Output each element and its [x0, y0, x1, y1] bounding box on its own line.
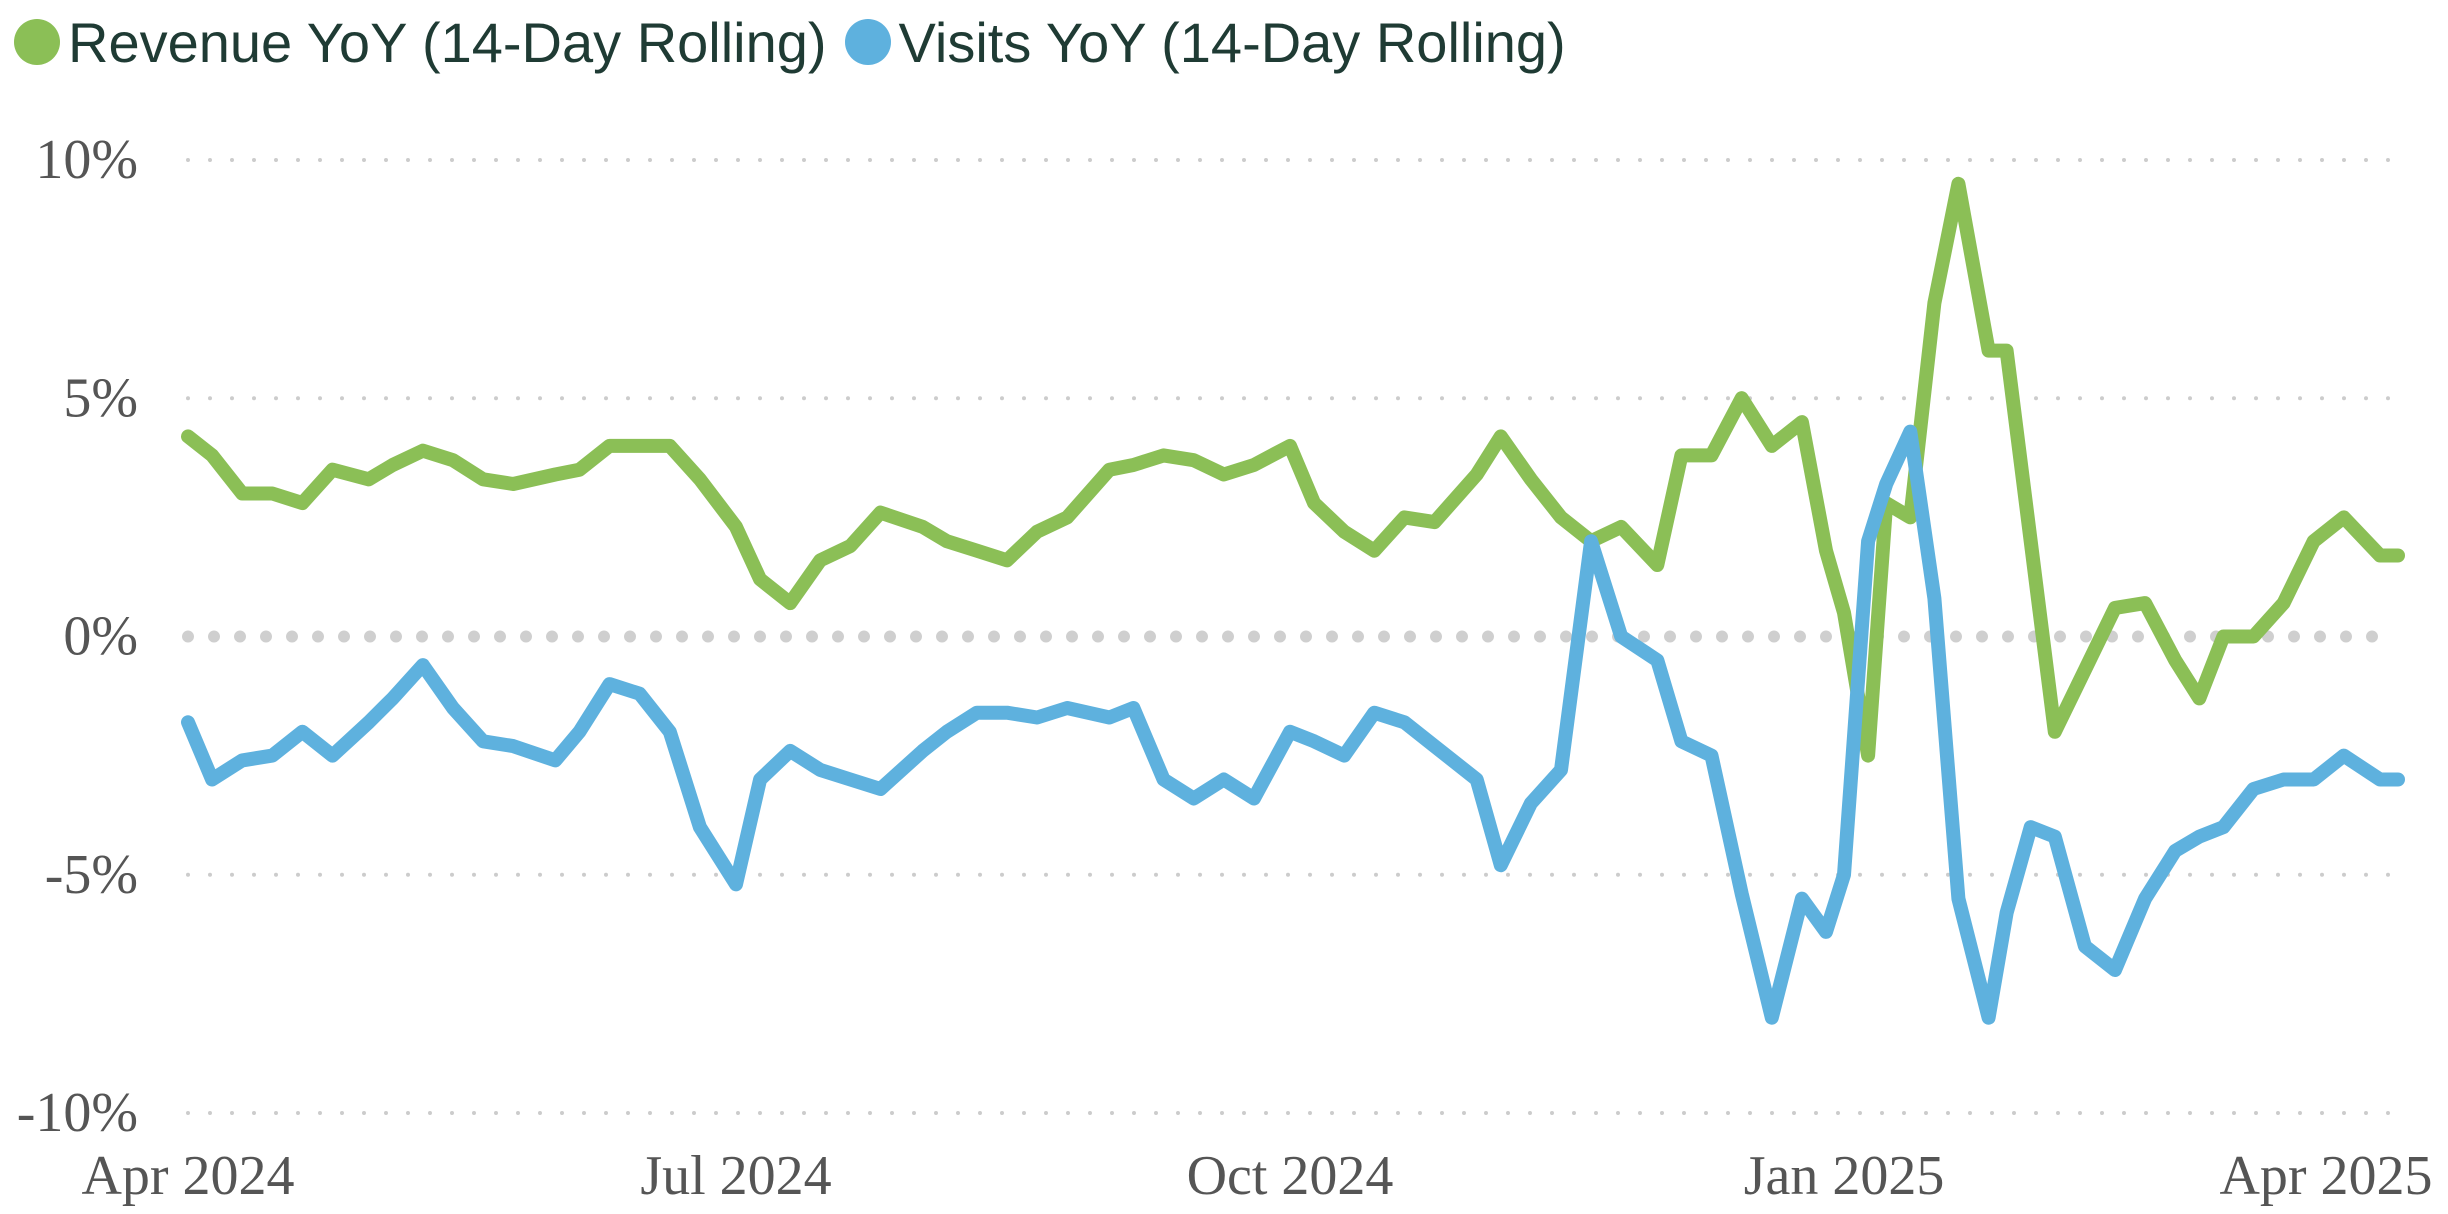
x-axis: Apr 2024 Jul 2024 Oct 2024 Jan 2025 Apr 2025 — [81, 1145, 2432, 1207]
x-tick-label: Jul 2024 — [640, 1145, 831, 1207]
y-axis: 10% 5% 0% -5% -10% — [17, 129, 138, 1144]
gridlines — [182, 158, 2402, 1115]
series-lines — [181, 176, 2405, 1025]
y-tick-label: 10% — [35, 129, 138, 191]
x-tick-label: Apr 2025 — [2219, 1145, 2432, 1207]
legend-label-visits: Visits YoY (14-Day Rolling) — [898, 10, 1566, 74]
y-tick-label: -5% — [45, 844, 138, 906]
x-tick-label: Apr 2024 — [81, 1145, 294, 1207]
legend-swatch-visits — [844, 19, 891, 65]
legend-label-revenue: Revenue YoY (14-Day Rolling) — [68, 10, 827, 74]
series-line-revenue[interactable] — [181, 176, 2405, 763]
x-tick-label: Oct 2024 — [1187, 1145, 1394, 1207]
series-line-visits[interactable] — [181, 424, 2405, 1025]
chart-legend: Revenue YoY (14-Day Rolling) Visits YoY … — [14, 10, 1584, 75]
y-tick-label: 0% — [63, 606, 138, 668]
y-tick-label: -10% — [17, 1082, 138, 1144]
legend-swatch-revenue — [14, 19, 60, 65]
y-tick-label: 5% — [63, 367, 138, 429]
x-tick-label: Jan 2025 — [1744, 1145, 1945, 1207]
legend-item-revenue[interactable]: Revenue YoY (14-Day Rolling) — [14, 10, 827, 75]
legend-item-visits[interactable]: Visits YoY (14-Day Rolling) — [844, 10, 1566, 75]
